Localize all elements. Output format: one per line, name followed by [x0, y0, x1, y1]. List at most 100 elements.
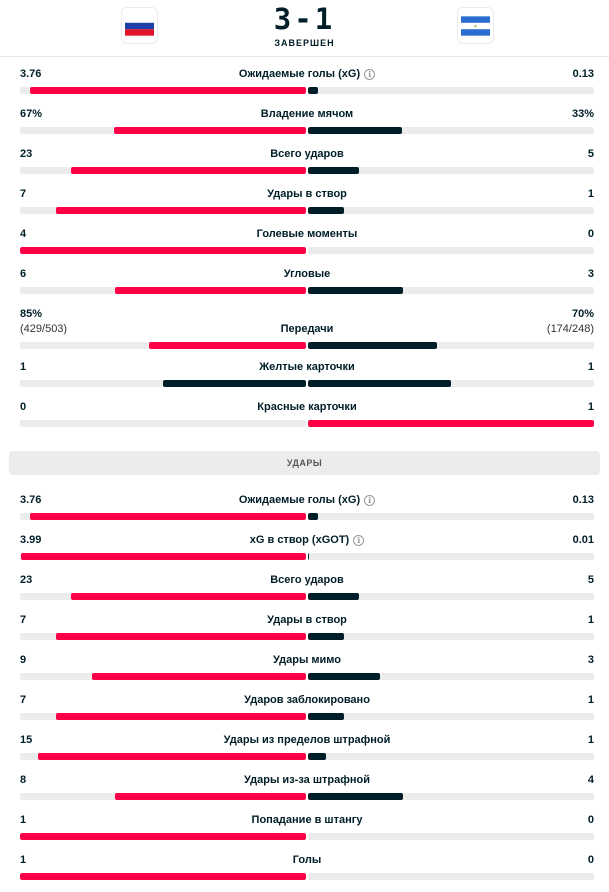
home-bar-track — [20, 167, 306, 174]
away-value: 1 — [587, 361, 594, 373]
away-bar-fill — [308, 753, 326, 760]
info-icon[interactable]: ℹ — [364, 494, 376, 506]
stat-line: 23 Всего ударов 5 — [20, 146, 594, 162]
home-bar-fill — [149, 342, 306, 349]
stat-values: 85% 70% — [20, 306, 594, 321]
stat-line: 23 Всего ударов 5 — [20, 572, 594, 588]
stat-label: Ожидаемые голы (xG) — [238, 68, 361, 80]
stat-label-wrap: Удары в створ — [20, 188, 594, 200]
stat-label-wrap: Угловые — [20, 268, 594, 280]
stat-label: Угловые — [283, 268, 331, 280]
stat-line: 3.76 Ожидаемые голы (xG) ℹ 0.13 — [20, 492, 594, 508]
stat-bars — [20, 420, 594, 427]
home-bar-fill — [71, 593, 306, 600]
away-value: 3 — [587, 654, 594, 666]
shots-stats: 3.76 Ожидаемые голы (xG) ℹ 0.13 3.99 xG в ств… — [20, 492, 594, 892]
away-value: 4 — [587, 774, 594, 786]
stat-bars — [20, 342, 594, 349]
info-icon[interactable]: ℹ — [353, 534, 365, 546]
stat-label: xG в створ (xGOT) — [249, 534, 350, 546]
away-bar-fill — [308, 713, 344, 720]
home-bar-fill — [20, 247, 306, 254]
away-bar-track — [308, 673, 594, 680]
stat-bars — [20, 87, 594, 94]
stat-bars — [20, 793, 594, 800]
stat-label-wrap: Попадание в штангу — [20, 814, 594, 826]
away-value: 1 — [587, 694, 594, 706]
home-bar-fill — [29, 513, 306, 520]
stat-row: 1 Голы 0 — [20, 852, 594, 892]
stat-label: Удары в створ — [267, 188, 347, 200]
away-sub-value: (174/248) — [546, 323, 594, 335]
stat-row: 7 Удары в створ 1 — [20, 612, 594, 652]
away-bar-track — [308, 207, 594, 214]
home-bar-track — [20, 793, 306, 800]
away-value: 1 — [587, 614, 594, 626]
stat-label: Голевые моменты — [256, 228, 358, 240]
away-bar-fill — [308, 593, 360, 600]
stat-line: 1 Желтые карточки 1 — [20, 359, 594, 375]
stat-line: 4 Голевые моменты 0 — [20, 226, 594, 242]
away-team-flag[interactable] — [457, 7, 494, 44]
stat-bars — [20, 380, 594, 387]
stat-label: Всего ударов — [270, 574, 344, 586]
stat-label: Ожидаемые голы (xG) — [238, 494, 361, 506]
home-bar-track — [20, 633, 306, 640]
away-bar-track — [308, 342, 594, 349]
home-value: 3.76 — [20, 494, 42, 506]
away-bar-fill — [308, 553, 309, 560]
stat-label: Владение мячом — [260, 108, 354, 120]
home-value: 3.76 — [20, 68, 42, 80]
stat-label-wrap: Ударов заблокировано — [20, 694, 594, 706]
home-team-flag[interactable] — [121, 7, 158, 44]
stat-line: 1 Голы 0 — [20, 852, 594, 868]
home-value: 15 — [20, 734, 33, 746]
home-bar-fill — [163, 380, 306, 387]
stat-row: 3.76 Ожидаемые голы (xG) ℹ 0.13 — [20, 66, 594, 106]
home-bar-track — [20, 833, 306, 840]
stat-label-wrap: Желтые карточки — [20, 361, 594, 373]
stat-label: Удары мимо — [272, 654, 342, 666]
stat-line: 0 Красные карточки 1 — [20, 399, 594, 415]
stat-bars — [20, 247, 594, 254]
stat-row: 3.99 xG в створ (xGOT) ℹ 0.01 — [20, 532, 594, 572]
home-bar-track — [20, 87, 306, 94]
home-value: 23 — [20, 574, 33, 586]
away-value: 0.13 — [572, 68, 594, 80]
home-bar-fill — [20, 833, 306, 840]
stat-label-wrap: Удары мимо — [20, 654, 594, 666]
stat-bars — [20, 167, 594, 174]
stat-label-wrap: Владение мячом — [20, 108, 594, 120]
away-bar-fill — [308, 207, 344, 214]
away-bar-track — [308, 380, 594, 387]
stat-row: 1 Желтые карточки 1 — [20, 359, 594, 399]
home-value: 3.99 — [20, 534, 42, 546]
stat-row: 15 Удары из пределов штрафной 1 — [20, 732, 594, 772]
home-bar-track — [20, 753, 306, 760]
home-value: 67% — [20, 108, 43, 120]
home-bar-fill — [20, 553, 306, 560]
home-value: 7 — [20, 188, 27, 200]
stat-label-wrap: Красные карточки — [20, 401, 594, 413]
match-score: 3-1 — [273, 2, 336, 36]
russia-flag-icon — [125, 15, 154, 36]
stat-line: 8 Удары из-за штрафной 4 — [20, 772, 594, 788]
home-bar-fill — [55, 207, 306, 214]
stat-line: 67% Владение мячом 33% — [20, 106, 594, 122]
stat-line: 7 Удары в створ 1 — [20, 186, 594, 202]
away-value: 3 — [587, 268, 594, 280]
home-bar-track — [20, 873, 306, 880]
home-value: 4 — [20, 228, 27, 240]
info-icon[interactable]: ℹ — [364, 68, 376, 80]
stat-line: (429/503) Передачи (174/248) — [20, 321, 594, 337]
stat-label-wrap: Ожидаемые голы (xG) ℹ — [20, 494, 594, 506]
section-header-shots[interactable]: УДАРЫ — [9, 451, 600, 475]
away-bar-track — [308, 420, 594, 427]
stat-label: Голы — [292, 854, 322, 866]
stat-label: Желтые карточки — [259, 361, 355, 373]
home-bar-track — [20, 593, 306, 600]
home-bar-fill — [20, 873, 306, 880]
stat-label: Передачи — [280, 323, 334, 335]
away-bar-fill — [308, 287, 404, 294]
home-bar-track — [20, 713, 306, 720]
